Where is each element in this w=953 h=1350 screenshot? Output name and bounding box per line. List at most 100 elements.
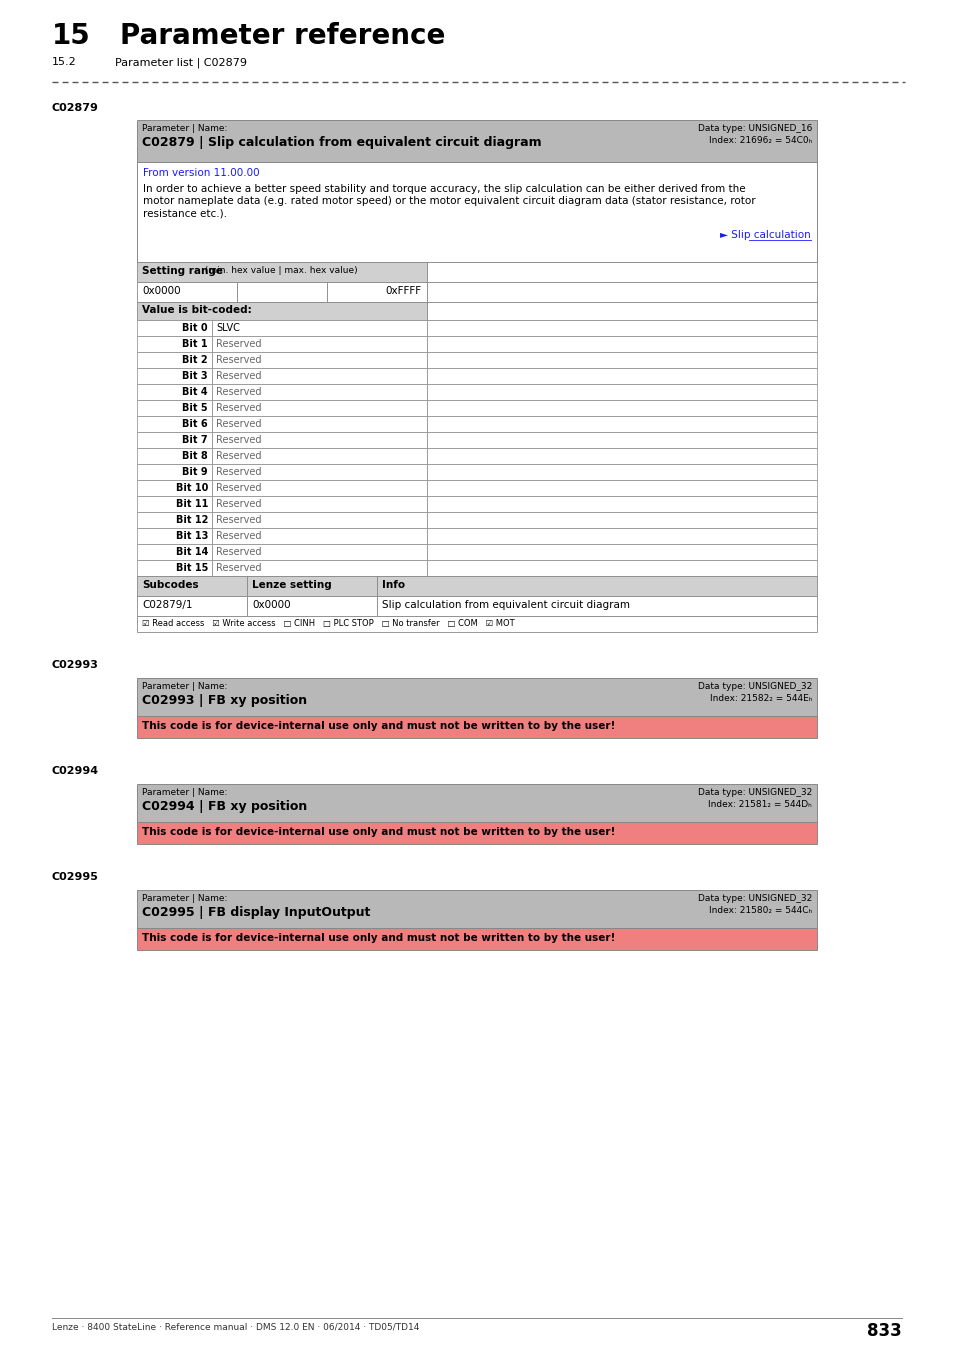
Bar [137,416,212,432]
Text: Bit 10: Bit 10 [175,483,208,493]
Bar [212,352,427,369]
Text: C02993: C02993 [52,660,99,670]
Bar [137,595,247,616]
Bar [212,432,427,448]
Bar [137,512,212,528]
Bar [427,560,816,576]
Text: Bit 9: Bit 9 [182,467,208,477]
Text: Reserved: Reserved [215,467,261,477]
Bar [212,544,427,560]
Bar [376,595,816,616]
Bar [212,481,427,495]
Bar [137,927,816,950]
Bar [427,528,816,544]
Bar [137,495,212,512]
Text: This code is for device-internal use only and must not be written to by the user: This code is for device-internal use onl… [142,721,615,730]
Text: Data type: UNSIGNED_32: Data type: UNSIGNED_32 [697,682,811,691]
Text: Lenze · 8400 StateLine · Reference manual · DMS 12.0 EN · 06/2014 · TD05/TD14: Lenze · 8400 StateLine · Reference manua… [52,1322,419,1331]
Text: This code is for device-internal use only and must not be written to by the user: This code is for device-internal use onl… [142,828,615,837]
Bar [427,336,816,352]
Bar [212,464,427,481]
Bar [427,302,816,320]
Text: C02993 | FB xy position: C02993 | FB xy position [142,694,307,707]
Text: 0x0000: 0x0000 [252,599,291,610]
Text: Bit 0: Bit 0 [182,323,208,333]
Text: C02879 | Slip calculation from equivalent circuit diagram: C02879 | Slip calculation from equivalen… [142,136,541,148]
Text: C02994: C02994 [52,765,99,776]
Bar [427,282,816,302]
Text: Bit 11: Bit 11 [175,500,208,509]
Bar [212,512,427,528]
Bar [137,120,816,162]
Bar [137,528,212,544]
Text: ☑ Read access   ☑ Write access   □ CINH   □ PLC STOP   □ No transfer   □ COM   ☑: ☑ Read access ☑ Write access □ CINH □ PL… [142,620,514,628]
Bar [137,320,212,336]
Text: motor nameplate data (e.g. rated motor speed) or the motor equivalent circuit di: motor nameplate data (e.g. rated motor s… [143,196,755,207]
Bar [427,320,816,336]
Bar [427,512,816,528]
Text: This code is for device-internal use only and must not be written to by the user: This code is for device-internal use onl… [142,933,615,944]
Text: Bit 13: Bit 13 [175,531,208,541]
Text: Reserved: Reserved [215,404,261,413]
Bar [137,262,427,282]
Bar [427,481,816,495]
Text: Reserved: Reserved [215,563,261,572]
Bar [427,544,816,560]
Bar [137,282,236,302]
Text: Reserved: Reserved [215,387,261,397]
Text: Bit 4: Bit 4 [182,387,208,397]
Text: Info: Info [381,580,405,590]
Bar [247,576,376,595]
Bar [137,616,816,632]
Text: Bit 1: Bit 1 [182,339,208,350]
Text: C02995 | FB display InputOutput: C02995 | FB display InputOutput [142,906,370,919]
Text: C02994 | FB xy position: C02994 | FB xy position [142,801,307,813]
Bar [137,560,212,576]
Bar [236,282,327,302]
Bar [137,716,816,738]
Bar [137,576,247,595]
Text: Reserved: Reserved [215,483,261,493]
Text: Bit 15: Bit 15 [175,563,208,572]
Bar [137,400,212,416]
Text: Bit 8: Bit 8 [182,451,208,460]
Bar [327,282,427,302]
Bar [137,464,212,481]
Text: (min. hex value | max. hex value): (min. hex value | max. hex value) [202,266,357,275]
Bar [427,262,816,282]
Bar [137,678,816,716]
Bar [137,448,212,464]
Bar [427,448,816,464]
Text: ► Slip calculation: ► Slip calculation [720,230,810,240]
Bar [212,448,427,464]
Bar [427,495,816,512]
Bar [427,400,816,416]
Text: Setting range: Setting range [142,266,223,275]
Bar [137,162,816,262]
Bar [137,890,816,927]
Bar [427,369,816,383]
Bar [212,400,427,416]
Bar [137,784,816,822]
Bar [137,822,816,844]
Bar [427,416,816,432]
Text: In order to achieve a better speed stability and torque accuracy, the slip calcu: In order to achieve a better speed stabi… [143,184,745,194]
Text: 0xFFFF: 0xFFFF [385,286,421,296]
Bar [212,336,427,352]
Bar [212,416,427,432]
Text: Bit 7: Bit 7 [182,435,208,446]
Text: Bit 14: Bit 14 [175,547,208,558]
Text: 15: 15 [52,22,91,50]
Text: Slip calculation from equivalent circuit diagram: Slip calculation from equivalent circuit… [381,599,629,610]
Bar [427,464,816,481]
Text: Parameter | Name:: Parameter | Name: [142,894,227,903]
Text: SLVC: SLVC [215,323,239,333]
Text: Index: 21696₂ = 54C0ₕ: Index: 21696₂ = 54C0ₕ [708,136,811,144]
Bar [247,595,376,616]
Bar [212,528,427,544]
Text: 833: 833 [866,1322,901,1341]
Text: Bit 5: Bit 5 [182,404,208,413]
Bar [212,560,427,576]
Text: Parameter list | C02879: Parameter list | C02879 [115,57,247,68]
Text: Data type: UNSIGNED_32: Data type: UNSIGNED_32 [697,894,811,903]
